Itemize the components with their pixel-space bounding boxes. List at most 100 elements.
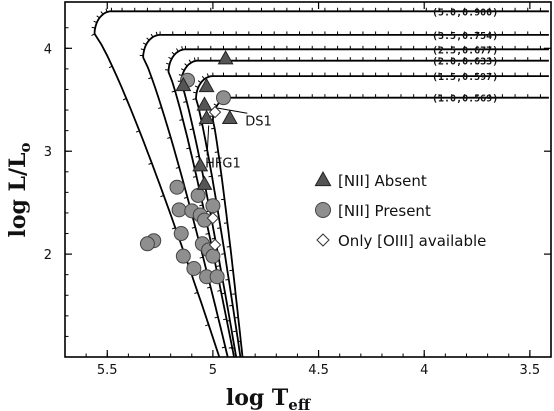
- y-axis-title: log L/Lo: [5, 142, 34, 237]
- track-tick: [208, 175, 213, 178]
- track-tick: [150, 33, 154, 38]
- track-tick: [233, 330, 237, 333]
- legend-label: Only [OIII] available: [338, 232, 486, 250]
- track-tick: [194, 85, 199, 88]
- track-label: (1.0,0.569): [432, 94, 498, 105]
- track-tick: [176, 48, 179, 52]
- track-tick: [199, 256, 204, 259]
- track-tick: [229, 304, 233, 307]
- y-axis-title-main: log L/L: [5, 152, 31, 237]
- evolutionary-track: [142, 34, 549, 358]
- circle-point: [186, 261, 202, 277]
- track-tick: [122, 98, 127, 101]
- x-tick-label: 3.5: [520, 363, 541, 378]
- y-tick-label: 3: [44, 145, 52, 160]
- x-axis-title-sub: eff: [288, 396, 312, 411]
- annotations: DS1 HFG1: [205, 107, 272, 171]
- track-tick: [160, 194, 164, 198]
- track-tick: [221, 292, 226, 295]
- track-tick: [206, 73, 210, 78]
- legend-diamond-icon: [316, 233, 330, 247]
- circle-point: [190, 187, 206, 203]
- triangle-point: [221, 109, 238, 125]
- triangle-point: [175, 76, 192, 92]
- track-tick: [142, 42, 147, 46]
- track-tick: [211, 237, 216, 240]
- track-tick: [197, 80, 202, 84]
- track-tick: [135, 130, 140, 133]
- track-tick: [100, 11, 104, 15]
- legend-triangle-icon: [314, 170, 332, 187]
- track-tick: [217, 227, 221, 229]
- track-tick: [201, 76, 205, 80]
- track-tick: [155, 31, 158, 36]
- track-tick: [186, 147, 190, 150]
- x-tick-label: 4.5: [308, 363, 329, 378]
- circle-point: [169, 179, 185, 195]
- annotation-leader: [206, 125, 210, 156]
- evolutionary-track: [180, 59, 549, 358]
- track-tick: [175, 166, 180, 169]
- track-tick: [108, 65, 113, 69]
- track-tick: [166, 62, 170, 65]
- track-tick: [194, 291, 198, 294]
- circle-point: [171, 202, 187, 218]
- track-tick: [140, 48, 145, 51]
- track-label: (3.5,0.754): [432, 31, 498, 42]
- track-tick: [192, 98, 197, 100]
- circle-point: [173, 226, 189, 242]
- track-tick: [221, 346, 226, 349]
- triangle-point: [196, 175, 213, 190]
- track-tick: [183, 196, 188, 199]
- triangle-point: [198, 109, 215, 125]
- track-tick: [228, 347, 233, 349]
- y-axis-title-sub: o: [16, 142, 34, 152]
- track-tick: [181, 46, 183, 50]
- triangle-point: [192, 157, 209, 172]
- track-tick: [195, 155, 200, 158]
- track-tick: [231, 347, 235, 349]
- x-tick-label: 4: [420, 363, 428, 378]
- track-tick: [184, 63, 188, 67]
- legend: [NII] Absent [NII] Present Only [OIII] ava…: [314, 170, 486, 250]
- track-tick: [221, 253, 225, 255]
- track-tick: [171, 227, 176, 230]
- track-tick: [225, 279, 229, 281]
- track-tick: [105, 8, 108, 13]
- legend-label: [NII] Absent: [338, 172, 427, 190]
- track-label: (1.5,0.597): [432, 72, 498, 83]
- annotation-label: HFG1: [205, 156, 241, 171]
- track-tick: [93, 20, 98, 24]
- track-tick: [226, 320, 230, 322]
- track-tick: [183, 101, 187, 103]
- track-label: (5.0,0.900): [432, 7, 498, 18]
- diamond-point: [208, 105, 222, 119]
- triangle-point: [196, 96, 213, 111]
- diamond-point: [208, 238, 222, 252]
- track-tick: [179, 118, 183, 121]
- track-tick: [178, 74, 183, 77]
- triangle-point: [198, 77, 215, 93]
- track-tick: [216, 265, 221, 267]
- circle-point: [215, 90, 231, 106]
- track-tick: [189, 128, 194, 131]
- track-tick: [167, 136, 171, 139]
- plot-frame: [64, 1, 552, 358]
- annotation-label: DS1: [245, 114, 272, 129]
- track-tick: [205, 324, 209, 327]
- circle-point: [205, 248, 221, 264]
- circle-point: [175, 248, 191, 264]
- circle-point: [205, 198, 221, 214]
- track-tick: [191, 226, 196, 229]
- track-tick: [213, 103, 218, 107]
- x-axis-title-main: log T: [226, 385, 289, 411]
- axis-ticks: 5.5 5 4.5 4 3.5 4 3 2: [44, 2, 551, 378]
- x-tick-label: 5: [209, 363, 217, 378]
- track-tick: [148, 162, 152, 165]
- y-tick-label: 2: [44, 248, 52, 263]
- track-tick: [171, 90, 176, 93]
- track-labels: (5.0,0.900) (3.5,0.754) (2.5,0.677)(2.0,0.…: [432, 7, 498, 104]
- track-tick: [192, 175, 197, 178]
- track-tick: [148, 77, 152, 80]
